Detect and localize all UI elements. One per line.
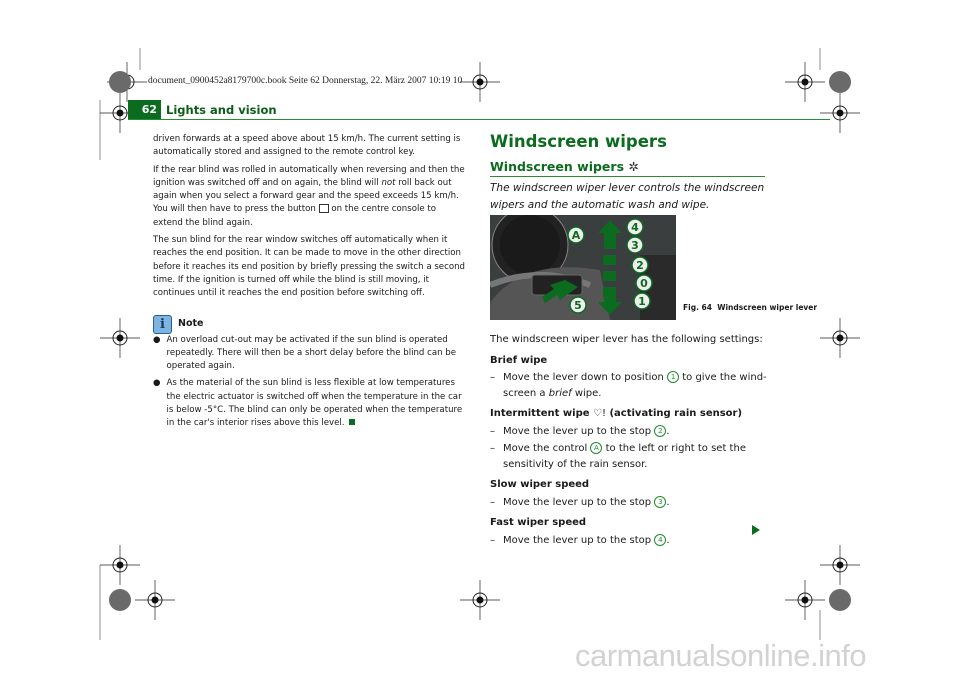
registration-mark	[832, 330, 848, 346]
registration-mark	[476, 78, 484, 86]
section-title: Windscreen wipers	[490, 132, 667, 151]
settings-text: The windscreen wiper lever has the follo…	[490, 332, 770, 548]
svg-text:1: 1	[638, 295, 646, 308]
file-header: document_0900452a8179700c.book Seite 62 …	[148, 76, 463, 86]
registration-mark	[801, 78, 809, 86]
continue-arrow-icon	[752, 525, 760, 535]
registration-mark	[116, 334, 124, 342]
registration-mark	[151, 596, 159, 604]
registration-mark	[112, 330, 128, 346]
svg-text:5: 5	[574, 299, 582, 312]
note-bullet: ● As the material of the sun blind is les…	[153, 378, 463, 429]
chapter-title: Lights and vision	[166, 103, 277, 117]
paragraph: If the rear blind was rolled in automati…	[153, 164, 465, 228]
paragraph: The sun blind for the rear window switch…	[153, 235, 465, 299]
rain-sensor-icon: ♡!	[593, 408, 606, 419]
list-item: – Move the lever up to the stop 3.	[490, 495, 670, 508]
list-item: – Move the control A to the left or right…	[490, 442, 746, 470]
fast-speed-heading: Fast wiper speed	[490, 517, 587, 528]
left-column: driven forwards at a speed above about 1…	[153, 133, 468, 435]
wiper-lever-figure: A 4 3 2 0 1 5	[490, 215, 676, 320]
end-mark-icon	[348, 419, 355, 426]
registration-mark	[109, 589, 131, 611]
registration-mark	[797, 592, 813, 608]
registration-mark	[116, 561, 124, 569]
registration-mark	[797, 74, 813, 90]
lead-text: The windscreen wiper lever has the follo…	[490, 334, 763, 345]
info-icon: i	[153, 314, 172, 334]
registration-mark	[112, 557, 128, 573]
brief-wipe-heading: Brief wipe	[490, 354, 548, 366]
svg-text:A: A	[572, 229, 581, 242]
registration-mark	[832, 105, 848, 121]
registration-mark	[832, 557, 848, 573]
subsection-title: Windscreen wipers ✲	[490, 159, 765, 177]
wiper-icon: ✲	[628, 159, 639, 174]
list-item: – Move the lever down to position 1 to gi…	[490, 371, 767, 399]
paragraph: driven forwards at a speed above about 1…	[153, 134, 461, 158]
list-item: – Move the lever up to the stop 2.	[490, 424, 670, 437]
registration-mark	[836, 109, 844, 117]
note-bullet: ● An overload cut-out may be activated if…	[153, 334, 457, 372]
note-heading: i Note	[153, 314, 468, 334]
registration-mark	[112, 105, 128, 121]
registration-mark	[472, 592, 488, 608]
blind-button-icon	[318, 204, 329, 214]
intro-text: The windscreen wiper lever controls the …	[490, 182, 765, 211]
list-item: – Move the lever up to the stop 4.	[490, 533, 670, 546]
svg-text:0: 0	[640, 277, 648, 290]
right-column: Windscreen wipers Windscreen wipers ✲ Th…	[490, 132, 765, 214]
svg-text:4: 4	[631, 221, 639, 234]
watermark: carmanualsonline.info	[575, 638, 867, 673]
figure-caption: Fig. 64 Windscreen wiper lever	[683, 303, 818, 312]
registration-mark	[836, 561, 844, 569]
registration-mark	[836, 334, 844, 342]
registration-mark	[116, 109, 124, 117]
registration-mark	[829, 71, 851, 93]
registration-mark	[476, 596, 484, 604]
registration-mark	[801, 596, 809, 604]
svg-text:2: 2	[636, 259, 644, 272]
header-rule	[128, 119, 830, 120]
registration-mark	[829, 589, 851, 611]
registration-mark	[472, 74, 488, 90]
registration-mark	[147, 592, 163, 608]
slow-speed-heading: Slow wiper speed	[490, 479, 590, 490]
page-number: 62	[128, 100, 161, 120]
registration-mark	[109, 71, 131, 93]
intermittent-wipe-heading: Intermittent wipe ♡! (activating rain se…	[490, 408, 743, 419]
svg-text:3: 3	[631, 239, 639, 252]
